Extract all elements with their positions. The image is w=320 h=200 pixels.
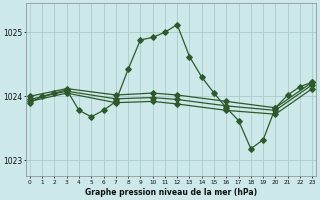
X-axis label: Graphe pression niveau de la mer (hPa): Graphe pression niveau de la mer (hPa) (85, 188, 257, 197)
